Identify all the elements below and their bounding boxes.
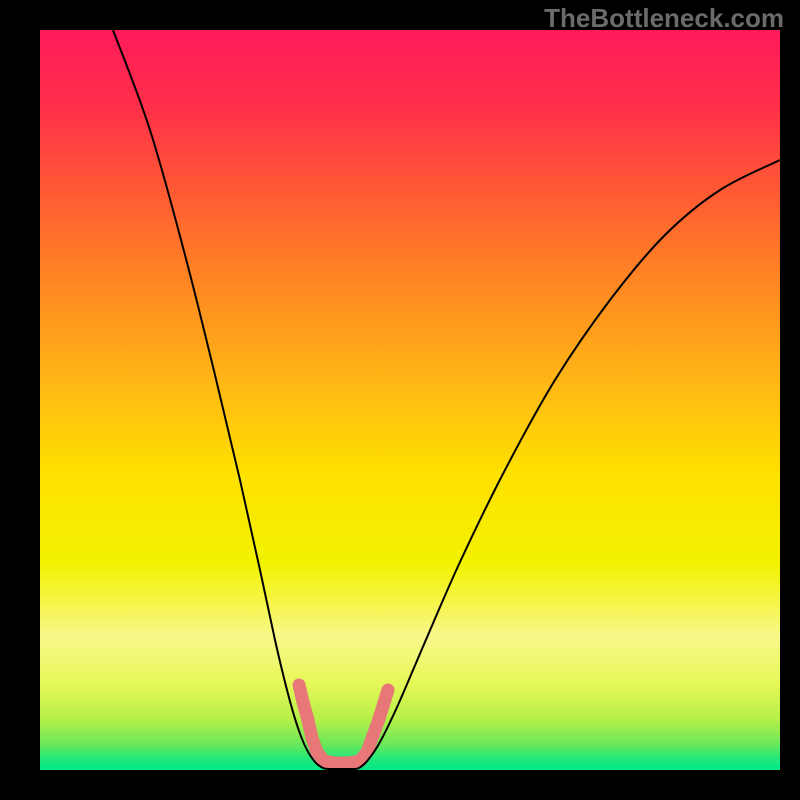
chart-container: TheBottleneck.com xyxy=(0,0,800,800)
watermark-text: TheBottleneck.com xyxy=(544,3,784,34)
bottleneck-curve-chart xyxy=(0,0,800,800)
plot-background xyxy=(40,30,780,770)
